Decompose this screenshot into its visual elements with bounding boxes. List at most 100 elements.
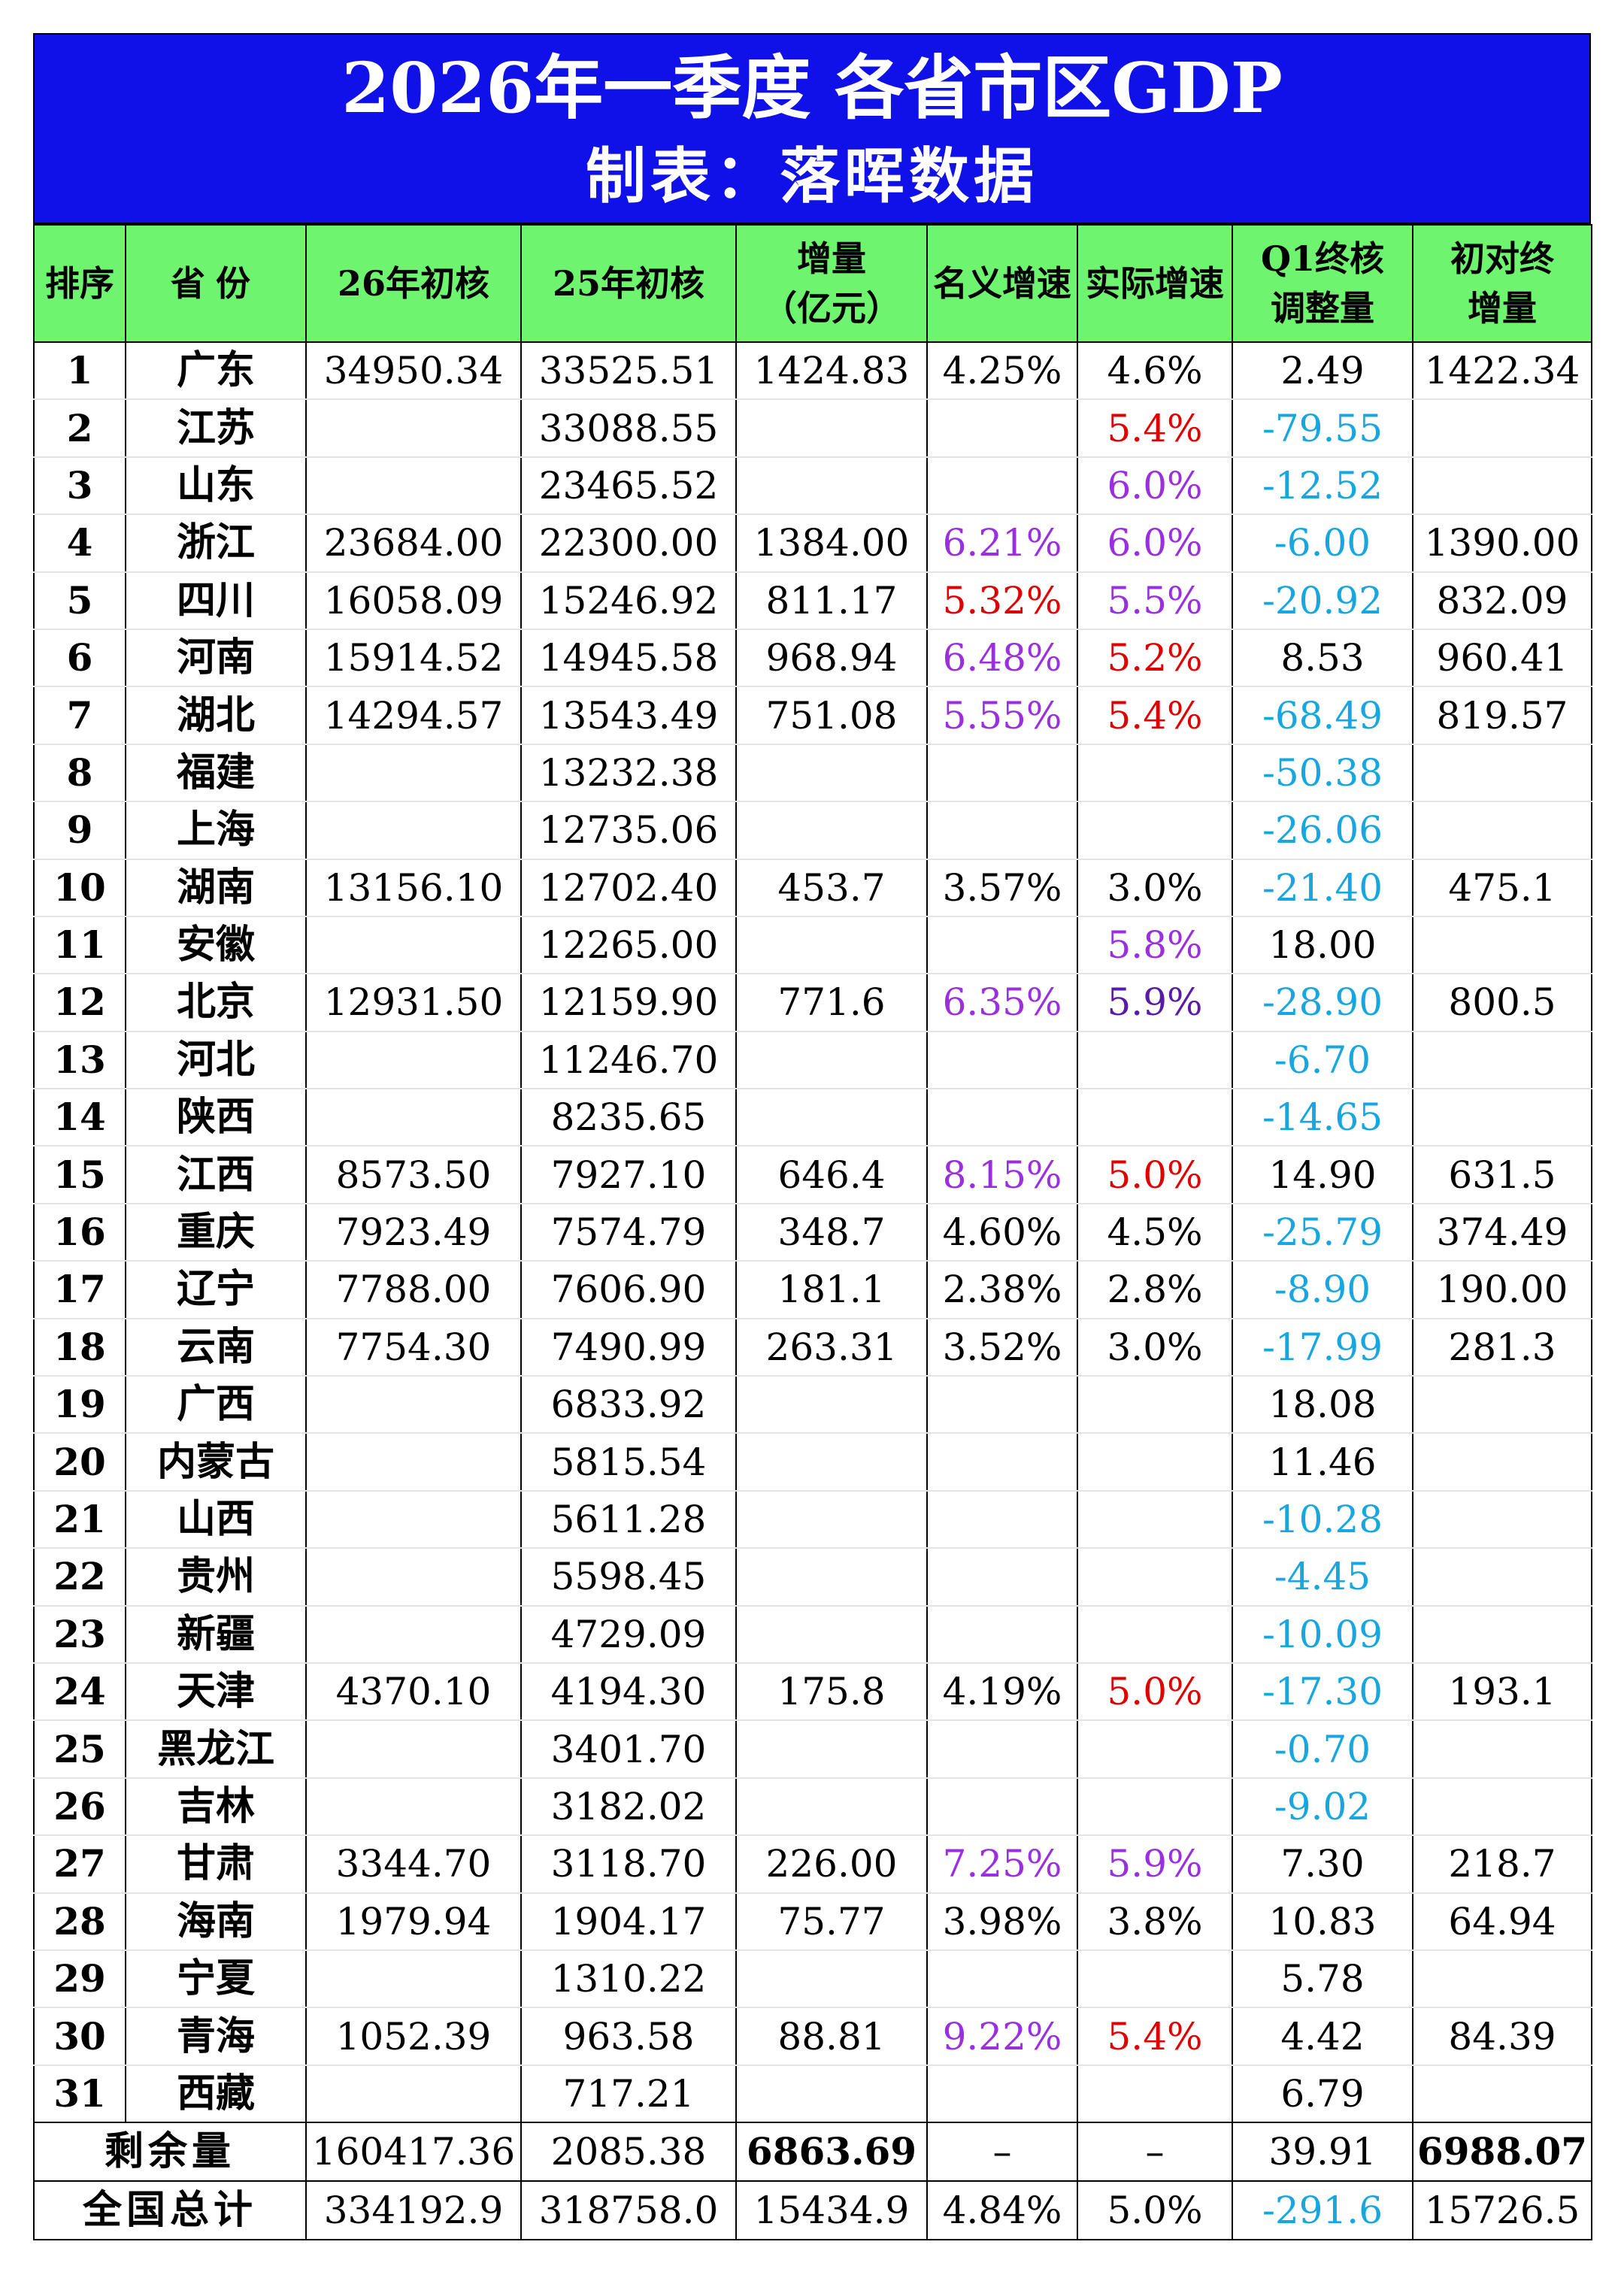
- nominal-growth-cell: 6.35%: [926, 974, 1078, 1032]
- increase-cell: [735, 744, 928, 803]
- province-cell: 山西: [125, 1490, 307, 1550]
- province-cell: 河北: [125, 1031, 307, 1090]
- col-increase: 增量 （亿元）: [735, 224, 928, 343]
- final-increase-cell: 218.7: [1412, 1835, 1592, 1894]
- increase-cell: 88.81: [735, 2007, 928, 2066]
- rank-cell: 21: [33, 1490, 126, 1550]
- gdp25-cell: 13543.49: [520, 686, 737, 745]
- final-increase-cell: [1412, 1720, 1592, 1779]
- real-growth-cell: 5.5%: [1077, 571, 1233, 630]
- adjustment-cell: -20.92: [1232, 571, 1413, 630]
- final-increase-cell: [1412, 1376, 1592, 1434]
- adjustment-cell: 6.79: [1232, 2064, 1413, 2124]
- real-growth-cell: [1077, 1490, 1233, 1550]
- real-growth-cell: [1077, 1605, 1233, 1664]
- table-row: 12 北京 12931.50 12159.90 771.6 6.35% 5.9% -28.90…: [33, 974, 1592, 1032]
- nominal-growth-cell: [926, 916, 1078, 975]
- adjustment-cell: -8.90: [1232, 1261, 1413, 1319]
- increase-cell: 181.1: [735, 1261, 928, 1319]
- nominal-growth-cell: 6.48%: [926, 629, 1078, 688]
- total-final: 15726.5: [1412, 2180, 1592, 2241]
- province-cell: 广东: [125, 342, 307, 401]
- nominal-growth-cell: [926, 1720, 1078, 1779]
- rank-cell: 22: [33, 1548, 126, 1607]
- col-final-line1: 初对终: [1450, 238, 1554, 279]
- col-increase-line1: 增量: [797, 238, 866, 279]
- real-growth-cell: [1077, 1777, 1233, 1837]
- gdp26-cell: 7923.49: [305, 1203, 522, 1262]
- increase-cell: 75.77: [735, 1892, 928, 1951]
- adjustment-cell: 11.46: [1232, 1433, 1413, 1492]
- gdp-sheet: 2026年一季度 各省市区GDP 制表：落晖数据 排序 省份 26年初核 25年…: [33, 33, 1592, 2241]
- nominal-growth-cell: 9.22%: [926, 2007, 1078, 2066]
- gdp25-cell: 3182.02: [520, 1777, 737, 1837]
- increase-cell: 175.8: [735, 1662, 928, 1722]
- province-cell: 西藏: [125, 2064, 307, 2124]
- nominal-growth-cell: [926, 456, 1078, 516]
- gdp26-cell: [305, 1376, 522, 1434]
- gdp26-cell: 1979.94: [305, 1892, 522, 1951]
- final-increase-cell: [1412, 1548, 1592, 1607]
- rank-cell: 14: [33, 1089, 126, 1147]
- real-growth-cell: 2.8%: [1077, 1261, 1233, 1319]
- gdp26-cell: 1052.39: [305, 2007, 522, 2066]
- rank-cell: 18: [33, 1318, 126, 1377]
- table-row: 17 辽宁 7788.00 7606.90 181.1 2.38% 2.8% -8.90 190…: [33, 1261, 1592, 1319]
- nominal-growth-cell: 2.38%: [926, 1261, 1078, 1319]
- table-row: 23 新疆 4729.09 -10.09: [33, 1605, 1592, 1664]
- gdp25-cell: 5611.28: [520, 1490, 737, 1550]
- province-cell: 安徽: [125, 916, 307, 975]
- col-province: 省份: [125, 224, 307, 343]
- rank-cell: 23: [33, 1605, 126, 1664]
- nominal-growth-cell: [926, 744, 1078, 803]
- page-subtitle: 制表：落晖数据: [586, 141, 1038, 211]
- real-growth-cell: 5.2%: [1077, 629, 1233, 688]
- rank-cell: 1: [33, 342, 126, 401]
- increase-cell: [735, 1548, 928, 1607]
- province-cell: 福建: [125, 744, 307, 803]
- rank-cell: 30: [33, 2007, 126, 2066]
- col-adjust: Q1终核 调整量: [1232, 224, 1413, 343]
- increase-cell: 1384.00: [735, 514, 928, 573]
- increase-cell: [735, 1605, 928, 1664]
- total-row: 全国总计 334192.9 318758.0 15434.9 4.84% 5.0…: [33, 2180, 1592, 2241]
- total-gdp25: 318758.0: [520, 2180, 737, 2241]
- table-row: 1 广东 34950.34 33525.51 1424.83 4.25% 4.6% 2.49 1…: [33, 342, 1592, 401]
- final-increase-cell: [1412, 1089, 1592, 1147]
- rank-cell: 26: [33, 1777, 126, 1837]
- final-increase-cell: [1412, 916, 1592, 975]
- nominal-growth-cell: 6.21%: [926, 514, 1078, 573]
- final-increase-cell: [1412, 1949, 1592, 2009]
- province-cell: 贵州: [125, 1548, 307, 1607]
- final-increase-cell: [1412, 456, 1592, 516]
- gdp26-cell: [305, 1490, 522, 1550]
- gdp25-cell: 12735.06: [520, 801, 737, 860]
- table-row: 3 山东 23465.52 6.0% -12.52: [33, 456, 1592, 516]
- table-row: 25 黑龙江 3401.70 -0.70: [33, 1720, 1592, 1779]
- gdp26-cell: [305, 801, 522, 860]
- increase-cell: [735, 1720, 928, 1779]
- table-row: 9 上海 12735.06 -26.06: [33, 801, 1592, 860]
- table-row: 19 广西 6833.92 18.08: [33, 1376, 1592, 1434]
- gdp25-cell: 22300.00: [520, 514, 737, 573]
- province-cell: 天津: [125, 1662, 307, 1722]
- adjustment-cell: -25.79: [1232, 1203, 1413, 1262]
- adjustment-cell: -79.55: [1232, 399, 1413, 458]
- increase-cell: [735, 916, 928, 975]
- gdp26-cell: 34950.34: [305, 342, 522, 401]
- rank-cell: 8: [33, 744, 126, 803]
- rank-cell: 29: [33, 1949, 126, 2009]
- table-row: 11 安徽 12265.00 5.8% 18.00: [33, 916, 1592, 975]
- gdp26-cell: [305, 1949, 522, 2009]
- nominal-growth-cell: 5.32%: [926, 571, 1078, 630]
- rank-cell: 20: [33, 1433, 126, 1492]
- rank-cell: 2: [33, 399, 126, 458]
- real-growth-cell: 5.9%: [1077, 974, 1233, 1032]
- gdp25-cell: 7574.79: [520, 1203, 737, 1262]
- remaining-label: 剩余量: [33, 2122, 307, 2183]
- table-row: 2 江苏 33088.55 5.4% -79.55: [33, 399, 1592, 458]
- nominal-growth-cell: [926, 801, 1078, 860]
- adjustment-cell: -12.52: [1232, 456, 1413, 516]
- increase-cell: [735, 1089, 928, 1147]
- table-row: 22 贵州 5598.45 -4.45: [33, 1548, 1592, 1607]
